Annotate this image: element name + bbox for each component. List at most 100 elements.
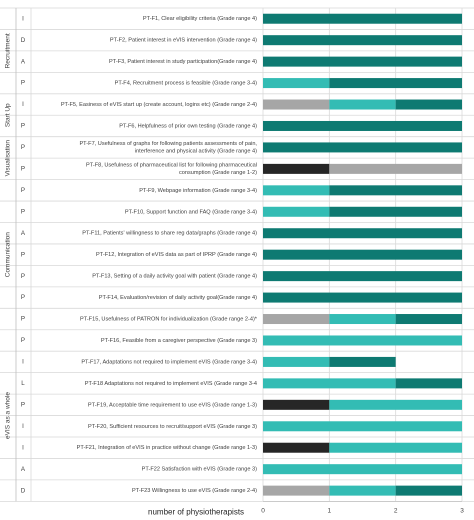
row-label: PT-F8, Usefulness of pharmaceutical list… — [86, 163, 257, 169]
row-code: I — [22, 15, 24, 22]
bars — [263, 13, 462, 496]
row-code: P — [21, 166, 25, 173]
row-code: L — [21, 380, 25, 387]
row-label: PT-F19, Acceptable time requirement to u… — [88, 402, 257, 408]
x-axis-title: number of physiotherapists — [148, 507, 244, 516]
row-label: PT-F3, Patient interest in study partici… — [109, 59, 257, 65]
row-code: I — [22, 359, 24, 366]
row-code: P — [21, 294, 25, 301]
row-label: consumption (Grade range 1-2) — [179, 170, 257, 176]
bar-segment-grade-1 — [263, 442, 330, 453]
bar-segment-grade-3 — [329, 314, 396, 325]
bar-segment-grade-4 — [395, 378, 462, 389]
bar-segment-grade-4 — [329, 78, 462, 89]
row-code: A — [21, 466, 26, 473]
bar-segment-grade-4 — [395, 485, 462, 496]
row-code: P — [21, 273, 25, 280]
group-label: eVIS as a whole — [5, 392, 12, 439]
row-label: PT-F22 Satisfaction with eVIS (Grade ran… — [142, 467, 257, 473]
bar-segment-grade-4 — [263, 292, 462, 303]
bar-segment-grade-4 — [329, 356, 396, 367]
bar-segment-grade-3 — [263, 464, 462, 475]
bar-segment-grade-4 — [395, 99, 462, 110]
row-labels: I PT-F1, Clear eligibility criteria (Grad… — [21, 15, 258, 494]
bar-segment-grade-4 — [329, 185, 462, 196]
row-code: P — [21, 337, 25, 344]
bar-segment-grade-3 — [263, 378, 396, 389]
row-label: PT-F4, Recruitment process is feasible (… — [115, 81, 258, 87]
bar-segment-grade-4 — [395, 314, 462, 325]
row-code: P — [21, 316, 25, 323]
bar-segment-grade-4 — [263, 142, 462, 153]
row-code: P — [21, 251, 25, 258]
row-label: PT-F21, Integration of eVIS in practice … — [77, 445, 257, 451]
bar-segment-grade-3 — [329, 99, 396, 110]
row-code: A — [21, 58, 26, 65]
x-tick-label: 2 — [394, 507, 398, 514]
bar-segment-grade-4 — [263, 249, 462, 260]
bar-segment-grade-2 — [263, 485, 330, 496]
row-label: PT-F14, Evaluation/revision of daily act… — [99, 295, 257, 301]
bar-segment-grade-2 — [263, 99, 330, 110]
row-label: interference and physical activity (Grad… — [135, 149, 257, 155]
bar-segment-grade-1 — [263, 399, 330, 410]
row-label: PT-F12, Integration of eVIS data as part… — [96, 252, 257, 258]
row-code: P — [21, 401, 25, 408]
bar-segment-grade-3 — [263, 78, 330, 89]
bar-segment-grade-4 — [263, 271, 462, 282]
group-label: Recruitment — [5, 33, 12, 68]
row-label: PT-F17, Adaptations not required to impl… — [81, 359, 257, 365]
row-code: P — [21, 80, 25, 87]
row-code: P — [21, 123, 25, 130]
x-axis: 0 1 2 3 number of physiotherapists — [148, 500, 464, 516]
row-code: P — [21, 144, 25, 151]
row-label: PT-F16, Feasible from a caregiver perspe… — [101, 338, 257, 344]
bar-segment-grade-3 — [263, 356, 330, 367]
row-label: PT-F1, Clear eligibility criteria (Grade… — [143, 16, 257, 22]
row-label: PT-F11, Patients' willingness to share r… — [82, 231, 257, 237]
bar-segment-grade-4 — [263, 13, 462, 24]
row-code: I — [22, 444, 24, 451]
row-code: I — [22, 101, 24, 108]
bar-segment-grade-1 — [263, 163, 330, 174]
row-code: A — [21, 230, 26, 237]
row-label: PT-F9, Webpage information (Grade range … — [139, 188, 257, 194]
bar-segment-grade-4 — [263, 56, 462, 67]
bar-segment-grade-2 — [263, 314, 330, 325]
bar-segment-grade-3 — [329, 485, 396, 496]
bar-segment-grade-3 — [263, 206, 330, 217]
x-tick-label: 3 — [460, 507, 464, 514]
bar-segment-grade-4 — [263, 228, 462, 239]
group-label: Communication — [5, 232, 12, 278]
row-label: PT-F13, Setting of a daily activity goal… — [92, 274, 257, 280]
row-label: PT-F20, Sufficient resources to recruit/… — [88, 424, 257, 430]
group-label: Visualisation — [5, 140, 12, 177]
group-labels: Recruitment Start Up Visualisation Communic… — [5, 33, 12, 439]
row-label: PT-F5, Easiness of eVIS start up (create… — [61, 102, 257, 108]
x-tick-label: 1 — [328, 507, 332, 514]
row-code: I — [22, 423, 24, 430]
row-code: P — [21, 187, 25, 194]
bar-segment-grade-3 — [329, 399, 462, 410]
row-label: PT-F23 Willingness to use eVIS (Grade ra… — [132, 488, 257, 494]
bar-segment-grade-4 — [263, 120, 462, 131]
bar-segment-grade-3 — [329, 442, 462, 453]
x-tick-label: 0 — [261, 507, 265, 514]
bar-segment-grade-4 — [263, 35, 462, 46]
bar-segment-grade-4 — [329, 206, 462, 217]
row-code: P — [21, 208, 25, 215]
row-label: PT-F18 Adaptations not required to imple… — [85, 381, 257, 387]
bar-segment-grade-3 — [263, 421, 462, 432]
row-label: PT-F6, Helpfulness of prior own testing … — [119, 123, 257, 129]
row-label: PT-F15, Usefulness of PATRON for individ… — [80, 317, 258, 323]
bar-segment-grade-3 — [263, 335, 462, 346]
bar-segment-grade-2 — [329, 163, 462, 174]
row-label: PT-F2, Patient interest in eVIS interven… — [110, 38, 257, 44]
row-code: D — [21, 37, 26, 44]
bar-segment-grade-3 — [263, 185, 330, 196]
group-label: Start Up — [5, 103, 12, 127]
row-code: D — [21, 487, 26, 494]
row-label: PT-F7, Usefulness of graphs for followin… — [79, 141, 257, 147]
row-label: PT-F10, Support function and FAQ (Grade … — [125, 209, 257, 215]
